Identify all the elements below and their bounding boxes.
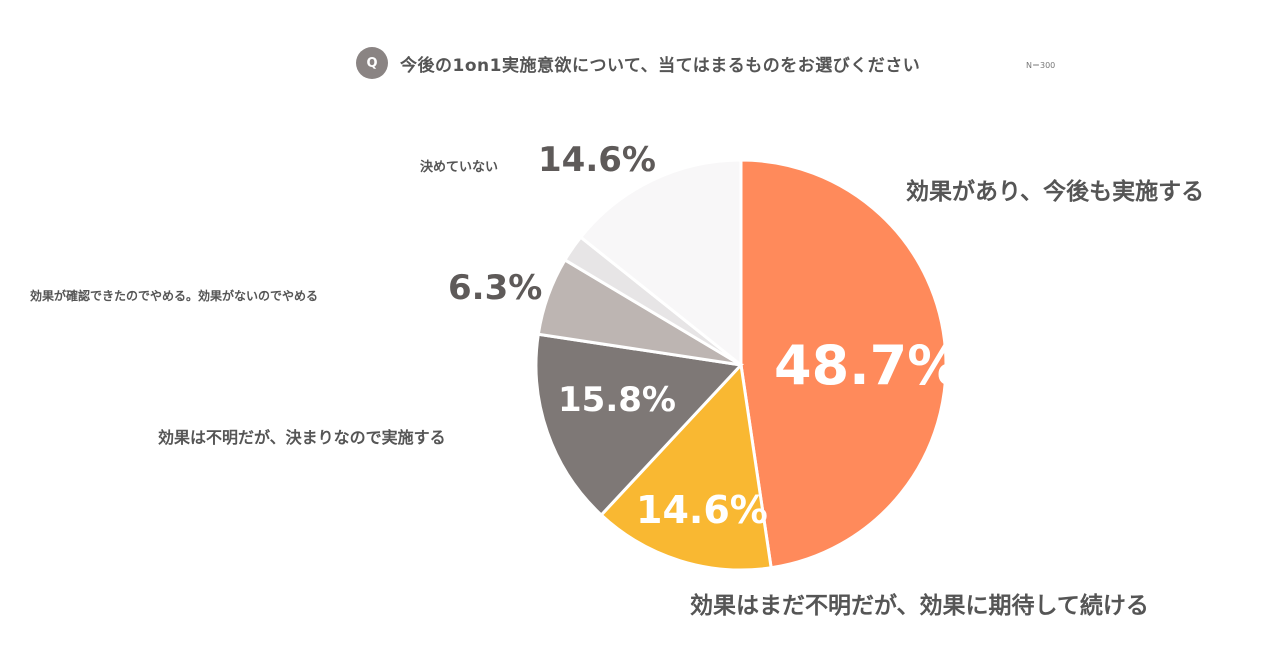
pie-slice-continue <box>739 158 948 570</box>
label-continue: 効果があり、今後も実施する <box>906 179 1205 205</box>
question-badge: Q <box>356 47 388 79</box>
value-expect: 14.6% <box>636 488 768 532</box>
label-undecided: 決めていない <box>420 160 499 175</box>
value-mandatory: 15.8% <box>558 380 676 420</box>
value-undecided: 14.6% <box>538 140 656 180</box>
sample-size-note: N＝300 <box>1026 61 1056 70</box>
chart-title: 今後の1on1実施意欲について、当てはまるものをお選びください <box>400 55 921 76</box>
pie-slice-expect <box>599 361 773 572</box>
label-expect: 効果はまだ不明だが、効果に期待して続ける <box>690 593 1149 619</box>
pie-slice-undecided <box>578 158 743 369</box>
pie-slice-mandatory <box>534 332 745 518</box>
label-stop: 効果が確認できたのでやめる。効果がないのでやめる <box>30 289 319 303</box>
value-continue: 48.7% <box>774 334 962 397</box>
chart-header: Q 今後の1on1実施意欲について、当てはまるものをお選びください <box>356 46 920 80</box>
label-mandatory: 効果は不明だが、決まりなので実施する <box>158 428 446 447</box>
value-stop: 6.3% <box>448 268 543 308</box>
